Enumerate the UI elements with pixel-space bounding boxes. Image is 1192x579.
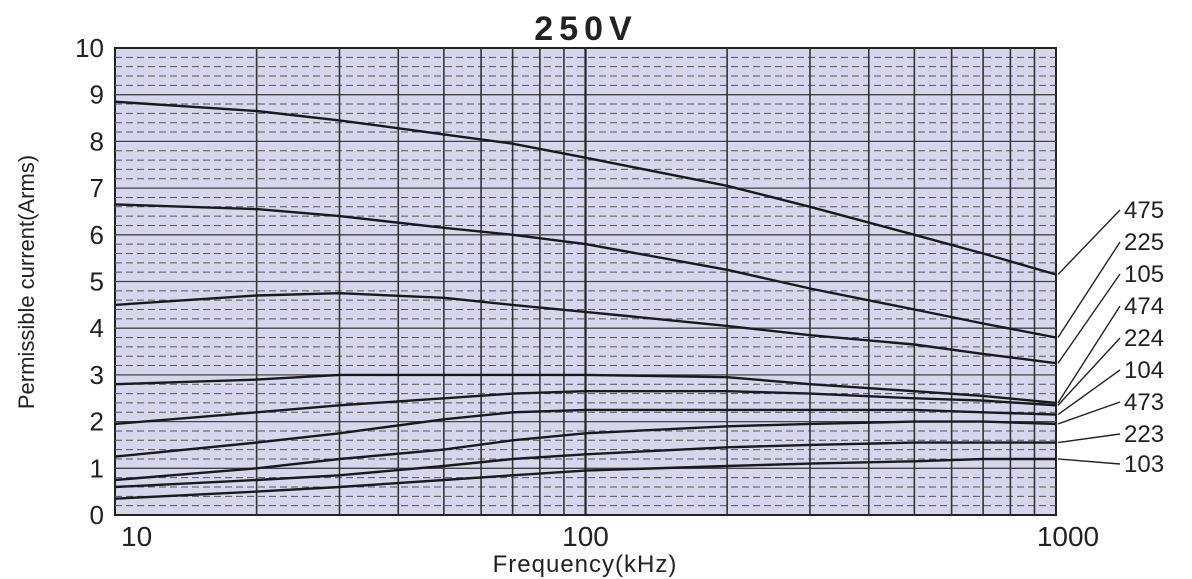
y-tick-label: 7	[90, 173, 104, 203]
series-lines	[114, 100, 1057, 500]
series-label-103: 103	[1124, 451, 1164, 478]
y-tick-label: 5	[90, 267, 104, 297]
chart-title: 250V	[534, 10, 637, 48]
y-tick-label: 6	[90, 220, 104, 250]
series-line-105	[114, 291, 1057, 365]
series-leader-225	[1057, 241, 1121, 338]
y-tick-label: 4	[90, 313, 104, 343]
series-leader-103	[1057, 458, 1121, 465]
series-labels: 475 225 105 474 224 104 473 223 103	[1057, 197, 1164, 478]
y-tick-label: 0	[90, 500, 104, 530]
series-leader-474	[1057, 305, 1121, 404]
y-tick-label: 3	[90, 360, 104, 390]
series-label-104: 104	[1124, 357, 1164, 384]
y-tick-label: 10	[75, 33, 104, 63]
series-label-473: 473	[1124, 389, 1164, 416]
grid-major	[115, 48, 1056, 515]
y-tick-label: 8	[90, 126, 104, 156]
y-tick-label: 2	[90, 407, 104, 437]
series-label-224: 224	[1124, 325, 1164, 352]
series-line-103	[114, 457, 1056, 500]
x-tick-labels: 10 100 1000	[121, 521, 1099, 552]
series-leader-473	[1057, 401, 1121, 425]
series-line-473	[114, 420, 1057, 482]
grid-minor	[115, 56, 1056, 507]
y-tick-label: 9	[90, 80, 104, 110]
y-axis-label: Permissible current(Arms)	[14, 155, 39, 409]
series-line-224	[114, 390, 1057, 426]
series-leader-223	[1057, 433, 1121, 444]
series-line-474	[114, 373, 1057, 405]
series-label-223: 223	[1124, 421, 1164, 448]
series-label-105: 105	[1124, 261, 1164, 288]
series-label-474: 474	[1124, 293, 1164, 320]
series-leader-475	[1057, 209, 1121, 275]
x-tick-label: 10	[121, 521, 152, 552]
series-line-223	[114, 441, 1056, 489]
y-tick-label: 1	[90, 453, 104, 483]
x-axis-label: Frequency(kHz)	[493, 551, 678, 578]
series-label-225: 225	[1124, 229, 1164, 256]
series-line-475	[114, 100, 1057, 276]
x-tick-label: 100	[562, 521, 609, 552]
series-leader-104	[1057, 369, 1121, 416]
y-tick-labels: 0 1 2 3 4 5 6 7 8 9 10	[75, 33, 104, 530]
series-leader-105	[1057, 273, 1121, 364]
series-leader-224	[1057, 337, 1121, 406]
series-label-475: 475	[1124, 197, 1164, 224]
series-line-225	[114, 203, 1057, 339]
series-line-104	[114, 408, 1057, 458]
x-tick-label: 1000	[1037, 521, 1099, 552]
